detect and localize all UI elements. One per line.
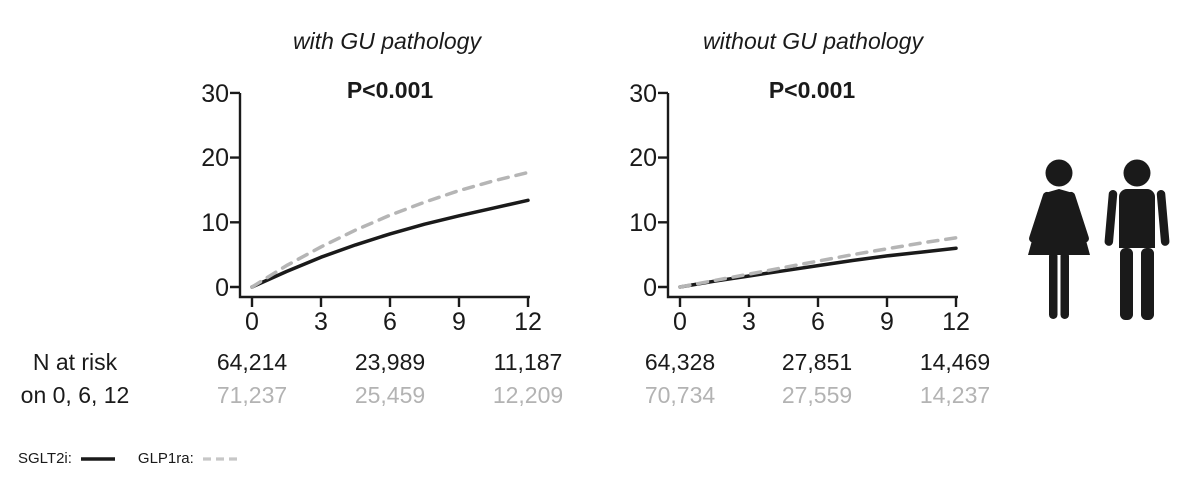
x-axis-tick-label: 9 (452, 308, 466, 336)
solid-line-swatch-icon (80, 456, 115, 461)
line-chart-with-gu-pathology: 0 10 20 30 0 3 6 9 12 (201, 80, 542, 336)
panel-title-without-gu-pathology: without GU pathology (703, 28, 923, 54)
y-axis-tick-label: 0 (215, 274, 229, 302)
risk-cell-glp1ra-t12: 14,237 (919, 382, 991, 408)
woman-icon (1028, 159, 1090, 319)
risk-cell-sglt2i-t12: 11,187 (493, 349, 563, 375)
plot-area (658, 91, 958, 307)
risk-cell-sglt2i-t6: 23,989 (354, 349, 426, 375)
risk-table-label-line1: N at risk (32, 349, 118, 375)
dashed-line-swatch-icon (202, 456, 239, 461)
series-line-glp1ra (678, 236, 958, 289)
series-line-sglt2i (678, 246, 958, 289)
y-axis-tick-label: 20 (201, 144, 229, 172)
x-axis-tick-label: 12 (942, 308, 970, 336)
x-axis-tick-label: 9 (880, 308, 894, 336)
risk-cell-sglt2i-t6: 27,851 (781, 349, 853, 375)
risk-cell-glp1ra-t6: 25,459 (354, 382, 426, 408)
y-axis-tick-label: 20 (629, 144, 657, 172)
series-line-glp1ra (250, 170, 530, 289)
x-axis-tick-label: 0 (673, 308, 687, 336)
legend-label-glp1ra: GLP1ra: (137, 450, 194, 467)
y-axis-tick-label: 30 (201, 80, 229, 108)
x-axis-tick-label: 3 (742, 308, 756, 336)
y-axis-tick-label: 10 (629, 209, 657, 237)
risk-cell-glp1ra-t0: 70,734 (644, 382, 716, 408)
p-value-with-gu-pathology: P<0.001 (346, 77, 434, 103)
panel-title-with-gu-pathology: with GU pathology (293, 28, 481, 54)
x-axis-tick-label: 0 (245, 308, 259, 336)
sex-pictograms (1028, 159, 1170, 320)
risk-cell-glp1ra-t0: 71,237 (216, 382, 288, 408)
risk-cell-glp1ra-t12: 12,209 (492, 382, 564, 408)
risk-cell-sglt2i-t0: 64,214 (216, 349, 288, 375)
y-axis-tick-label: 10 (201, 209, 229, 237)
x-axis-tick-label: 6 (383, 308, 397, 336)
line-chart-without-gu-pathology: 0 10 20 30 0 3 6 9 12 (629, 80, 970, 336)
plot-area (230, 91, 530, 307)
man-icon (1104, 159, 1170, 320)
risk-cell-sglt2i-t12: 14,469 (919, 349, 991, 375)
p-value-without-gu-pathology: P<0.001 (768, 77, 856, 103)
risk-cell-glp1ra-t6: 27,559 (781, 382, 853, 408)
risk-cell-sglt2i-t0: 64,328 (644, 349, 716, 375)
x-axis-tick-label: 6 (811, 308, 825, 336)
risk-table-label-line2: on 0, 6, 12 (20, 382, 130, 408)
legend-item-glp1ra: GLP1ra: (138, 451, 240, 466)
y-axis-tick-label: 0 (643, 274, 657, 302)
y-axis-tick-label: 30 (629, 80, 657, 108)
legend-label-sglt2i: SGLT2i: (18, 450, 72, 467)
legend-item-sglt2i: SGLT2i: (18, 451, 116, 466)
x-axis-tick-label: 3 (314, 308, 328, 336)
series-line-sglt2i (250, 198, 530, 289)
legend: SGLT2i: GLP1ra: (18, 451, 240, 466)
x-axis-tick-label: 12 (514, 308, 542, 336)
